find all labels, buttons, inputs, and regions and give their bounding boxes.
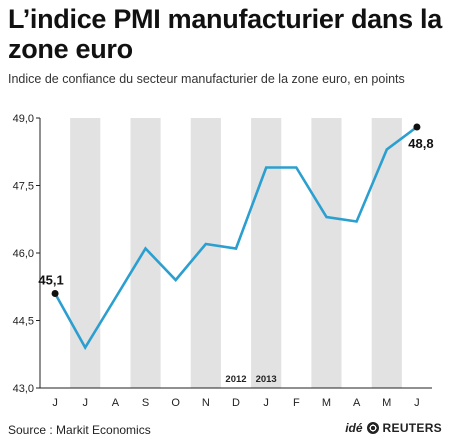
- reuters-logo-icon: [366, 422, 379, 434]
- y-tick-label-2: 46,0: [13, 248, 34, 260]
- band-7: [251, 118, 282, 388]
- source-note: Source : Markit Economics: [8, 423, 151, 437]
- marker-point-1: [413, 123, 421, 131]
- x-tick-label-7: J: [263, 397, 269, 409]
- point-labels: 45,1 48,8: [38, 136, 433, 288]
- year-labels: 2012 2013: [225, 374, 276, 385]
- x-tick-label-0: J: [52, 397, 58, 409]
- y-tick-label-3: 47,5: [13, 181, 34, 193]
- series-line: [53, 125, 418, 351]
- axes: [36, 117, 432, 389]
- x-tick-label-10: A: [353, 397, 361, 409]
- x-tick-label-5: N: [202, 397, 210, 409]
- credit-reuters: REUTERS: [382, 421, 442, 435]
- x-tick-label-4: O: [171, 397, 180, 409]
- point-label-0: 45,1: [38, 273, 63, 288]
- point-label-1: 48,8: [408, 136, 433, 151]
- y-tick-label-4: 49,0: [13, 113, 34, 125]
- x-tick-label-2: A: [112, 397, 120, 409]
- x-tick-label-12: J: [414, 397, 420, 409]
- year-label-0: 2012: [225, 374, 246, 385]
- y-tick-labels: 43,0 44,5 46,0 47,5 49,0: [13, 113, 34, 395]
- x-tick-label-9: M: [322, 397, 331, 409]
- band-11: [371, 118, 402, 388]
- x-tick-label-6: D: [232, 397, 240, 409]
- x-tick-label-1: J: [82, 397, 88, 409]
- band-5: [190, 118, 221, 388]
- band-3: [130, 118, 161, 388]
- credit: idé REUTERS: [345, 421, 442, 435]
- x-tick-label-11: M: [382, 397, 391, 409]
- band-1: [70, 118, 101, 388]
- series-line-group: [53, 125, 418, 351]
- x-tick-label-8: F: [293, 397, 300, 409]
- marker-points: [51, 123, 421, 297]
- year-label-1: 2013: [256, 374, 277, 385]
- y-tick-label-1: 44,5: [13, 316, 34, 328]
- y-tick-label-0: 43,0: [13, 383, 34, 395]
- chart-title: L’indice PMI manufacturier dans la zone …: [8, 4, 442, 64]
- x-tick-label-3: S: [142, 397, 149, 409]
- band-9: [311, 118, 342, 388]
- background-bands: [70, 118, 402, 388]
- marker-point-0: [51, 290, 59, 297]
- credit-ide: idé: [345, 421, 363, 435]
- chart-subtitle: Indice de confiance du secteur manufactu…: [8, 72, 405, 86]
